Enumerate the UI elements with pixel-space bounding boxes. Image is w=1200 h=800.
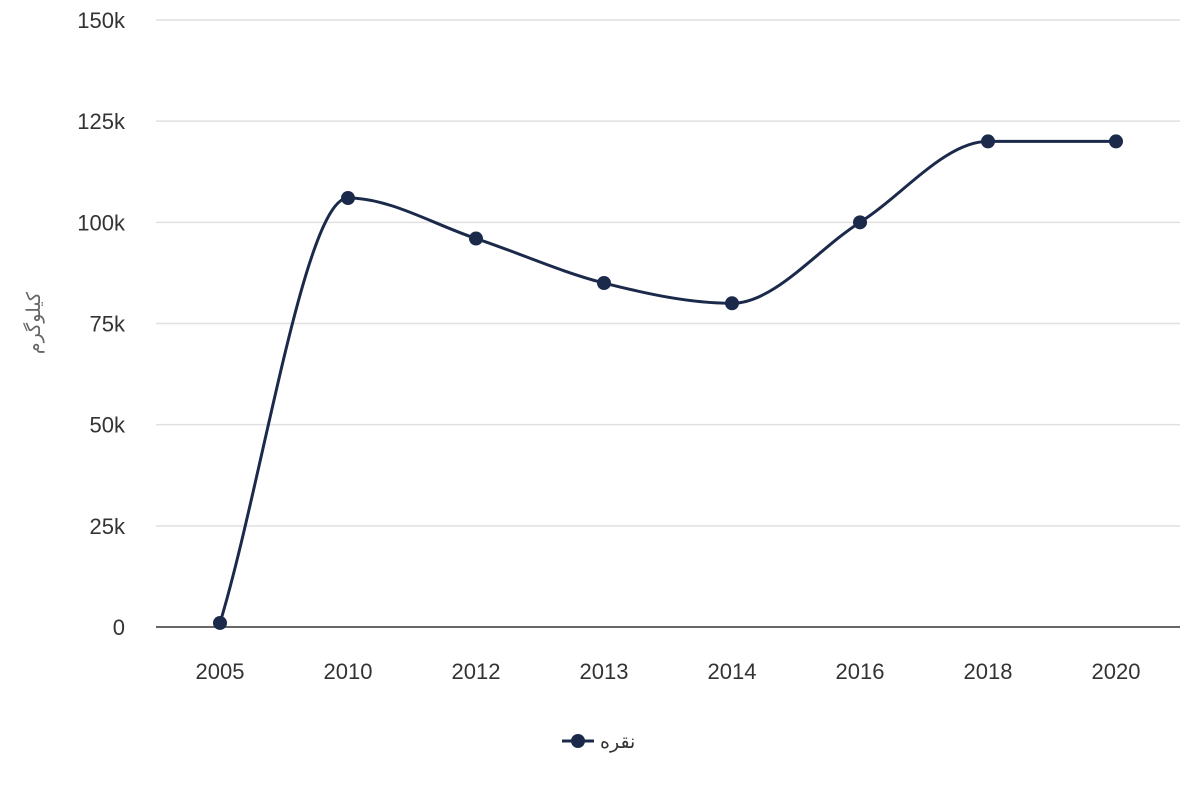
data-point[interactable]: [213, 615, 227, 630]
x-tick-label: 2014: [708, 659, 757, 684]
y-tick-label: 50k: [90, 413, 126, 438]
data-point[interactable]: [981, 134, 995, 149]
y-tick-label: 25k: [90, 514, 126, 539]
gridlines: [156, 19, 1180, 527]
x-tick-label: 2016: [836, 659, 885, 684]
x-tick-label: 2012: [452, 659, 501, 684]
y-tick-label: 75k: [90, 312, 126, 337]
x-tick-label: 2013: [580, 659, 629, 684]
data-point[interactable]: [469, 231, 483, 246]
x-axis-tick-labels: 2005 2010 2012 2013 2014 2016 2018 2020: [196, 659, 1141, 684]
x-tick-label: 2020: [1092, 659, 1141, 684]
y-tick-label: 125k: [77, 109, 126, 134]
data-point[interactable]: [597, 276, 611, 291]
y-tick-label: 0: [113, 615, 125, 640]
y-tick-label: 150k: [77, 8, 126, 33]
x-tick-label: 2005: [196, 659, 245, 684]
data-point[interactable]: [853, 215, 867, 230]
series-points[interactable]: [213, 134, 1123, 630]
y-tick-label: 100k: [77, 210, 126, 235]
series-line: [218, 139, 1116, 624]
data-point[interactable]: [725, 296, 739, 311]
data-point[interactable]: [1109, 134, 1123, 149]
legend[interactable]: نقره: [562, 731, 635, 753]
data-point[interactable]: [341, 191, 355, 206]
y-axis-tick-labels: 0 25k 50k 75k 100k 125k 150k: [77, 8, 126, 640]
x-tick-label: 2010: [324, 659, 373, 684]
legend-marker-dot: [571, 734, 585, 748]
y-axis-title: کیلوگرم: [22, 291, 45, 354]
legend-label: نقره: [600, 731, 635, 753]
x-tick-label: 2018: [964, 659, 1013, 684]
